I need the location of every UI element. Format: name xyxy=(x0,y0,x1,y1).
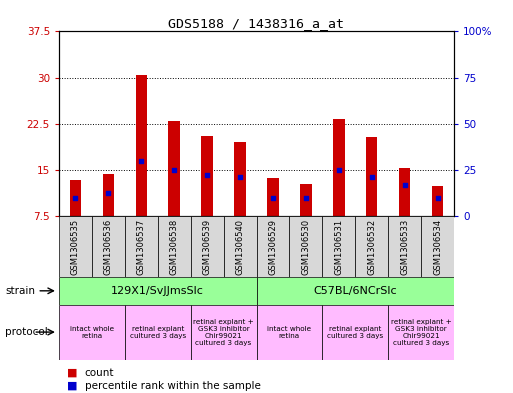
Bar xyxy=(168,121,180,216)
Bar xyxy=(322,216,355,277)
Bar xyxy=(125,216,158,277)
Bar xyxy=(256,305,322,360)
Bar xyxy=(59,277,256,305)
Text: GSM1306536: GSM1306536 xyxy=(104,219,113,275)
Bar xyxy=(191,305,256,360)
Text: GSM1306539: GSM1306539 xyxy=(203,219,212,275)
Text: intact whole
retina: intact whole retina xyxy=(267,325,311,339)
Text: ■: ■ xyxy=(67,381,77,391)
Text: retinal explant
cultured 3 days: retinal explant cultured 3 days xyxy=(130,325,186,339)
Bar xyxy=(224,216,256,277)
Text: count: count xyxy=(85,367,114,378)
Text: ■: ■ xyxy=(67,367,77,378)
Text: GSM1306540: GSM1306540 xyxy=(235,219,245,275)
Bar xyxy=(256,277,454,305)
Bar xyxy=(432,186,443,216)
Bar xyxy=(399,167,410,216)
Text: retinal explant
cultured 3 days: retinal explant cultured 3 days xyxy=(327,325,383,339)
Bar xyxy=(421,216,454,277)
Text: GSM1306533: GSM1306533 xyxy=(400,219,409,275)
Bar xyxy=(92,216,125,277)
Point xyxy=(401,182,409,189)
Bar xyxy=(59,216,92,277)
Text: C57BL/6NCrSlc: C57BL/6NCrSlc xyxy=(313,286,397,296)
Text: strain: strain xyxy=(5,286,35,296)
Text: retinal explant +
GSK3 inhibitor
Chir99021
cultured 3 days: retinal explant + GSK3 inhibitor Chir990… xyxy=(193,319,254,345)
Bar xyxy=(191,216,224,277)
Point xyxy=(302,195,310,201)
Text: GSM1306529: GSM1306529 xyxy=(268,219,278,275)
Text: 129X1/SvJJmsSlc: 129X1/SvJJmsSlc xyxy=(111,286,204,296)
Bar xyxy=(267,178,279,216)
Bar xyxy=(135,75,147,216)
Bar xyxy=(70,180,81,216)
Text: percentile rank within the sample: percentile rank within the sample xyxy=(85,381,261,391)
Bar xyxy=(202,136,213,216)
Title: GDS5188 / 1438316_a_at: GDS5188 / 1438316_a_at xyxy=(168,17,345,30)
Point xyxy=(137,158,145,164)
Bar xyxy=(234,142,246,216)
Point xyxy=(170,167,179,173)
Point xyxy=(104,190,112,196)
Bar xyxy=(366,137,378,216)
Bar xyxy=(125,305,191,360)
Bar xyxy=(322,305,388,360)
Point xyxy=(71,195,80,201)
Point xyxy=(334,167,343,173)
Text: intact whole
retina: intact whole retina xyxy=(70,325,114,339)
Bar xyxy=(388,216,421,277)
Bar xyxy=(388,305,454,360)
Text: GSM1306537: GSM1306537 xyxy=(137,219,146,275)
Text: GSM1306538: GSM1306538 xyxy=(170,219,179,275)
Point xyxy=(269,195,277,201)
Bar xyxy=(158,216,191,277)
Bar xyxy=(103,174,114,216)
Bar xyxy=(59,305,125,360)
Bar xyxy=(355,216,388,277)
Bar xyxy=(256,216,289,277)
Text: GSM1306534: GSM1306534 xyxy=(433,219,442,275)
Text: GSM1306535: GSM1306535 xyxy=(71,219,80,275)
Text: GSM1306530: GSM1306530 xyxy=(301,219,310,275)
Point xyxy=(203,172,211,178)
Bar xyxy=(289,216,322,277)
Point xyxy=(236,174,244,180)
Text: protocol: protocol xyxy=(5,327,48,337)
Point xyxy=(433,195,442,201)
Bar xyxy=(300,184,311,216)
Text: retinal explant +
GSK3 inhibitor
Chir99021
cultured 3 days: retinal explant + GSK3 inhibitor Chir990… xyxy=(391,319,451,345)
Text: GSM1306531: GSM1306531 xyxy=(334,219,343,275)
Bar xyxy=(333,119,345,216)
Point xyxy=(368,174,376,180)
Text: GSM1306532: GSM1306532 xyxy=(367,219,376,275)
